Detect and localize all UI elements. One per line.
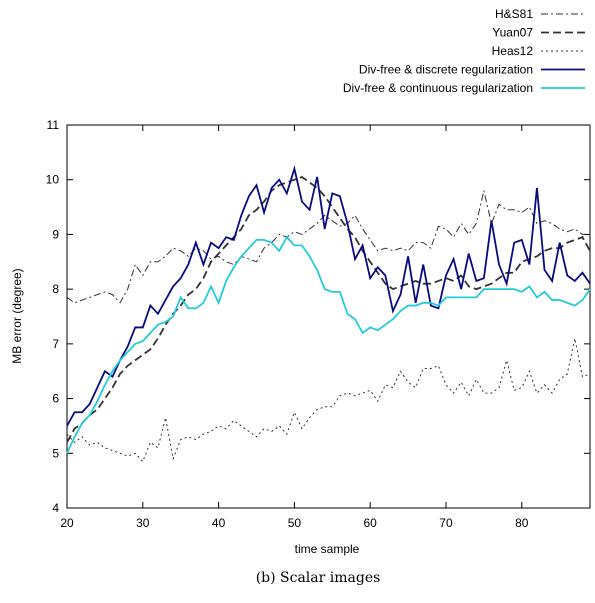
y-tick-label: 4 [52, 501, 59, 515]
y-axis-label: MB error (degree) [10, 268, 24, 363]
series-line [66, 338, 591, 463]
y-tick-label: 5 [52, 446, 59, 460]
legend-label: Div-free & continuous regularization [343, 81, 533, 95]
y-tick-label: 8 [52, 282, 59, 296]
y-tick-label: 6 [52, 392, 59, 406]
x-tick-label: 60 [364, 516, 378, 530]
series-line [66, 235, 591, 454]
x-tick-label: 70 [439, 516, 453, 530]
series-line [66, 175, 591, 443]
y-tick-label: 7 [52, 337, 59, 351]
caption: (b) Scalar images [256, 570, 381, 586]
x-tick-label: 20 [60, 516, 74, 530]
y-tick-label: 9 [52, 227, 59, 241]
x-tick-label: 40 [212, 516, 226, 530]
y-tick-label: 11 [47, 118, 60, 132]
series-line [66, 165, 591, 427]
x-tick-label: 80 [515, 516, 529, 530]
legend-label: Yuan07 [492, 26, 533, 40]
legend-label: H&S81 [495, 7, 533, 21]
plot-frame [66, 124, 591, 509]
x-tick-label: 30 [136, 516, 150, 530]
x-tick-label: 50 [288, 516, 302, 530]
x-axis-label: time sample [295, 542, 360, 556]
series-line [66, 190, 590, 304]
legend-label: Heas12 [492, 44, 534, 58]
legend-label: Div-free & discrete regularization [359, 63, 533, 77]
y-tick-label: 10 [46, 173, 60, 187]
